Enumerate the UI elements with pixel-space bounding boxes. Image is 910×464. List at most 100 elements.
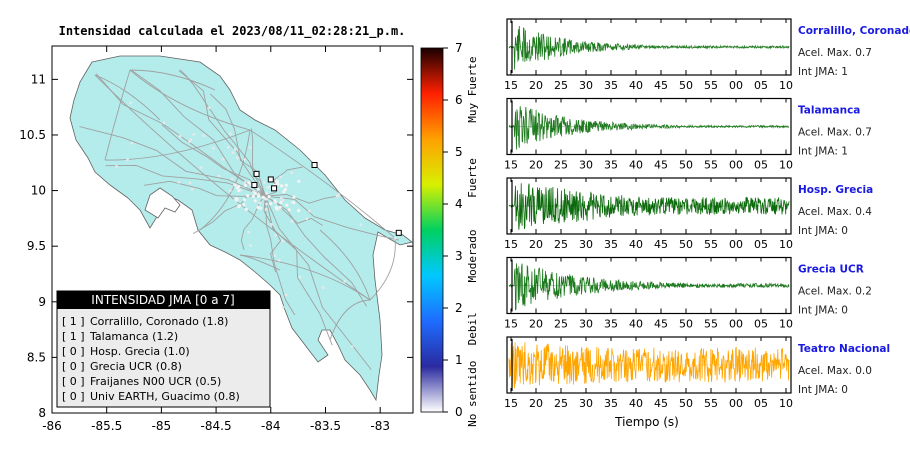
urban-point: [292, 195, 296, 199]
road-point: [321, 286, 325, 290]
jma-intensity: Int JMA: 1: [798, 66, 848, 78]
road-point: [281, 239, 285, 243]
waveform-tick-label: 25: [554, 318, 568, 331]
map-y-tick-label: 9.5: [27, 239, 46, 253]
jma-intensity: Int JMA: 0: [798, 225, 848, 237]
waveform-tick-label: 55: [704, 79, 718, 92]
road-line: [179, 69, 211, 111]
urban-point: [297, 209, 301, 213]
waveform-tick-label: 35: [604, 318, 618, 331]
road-line: [329, 299, 371, 341]
road-point: [257, 192, 260, 196]
waveform-tick-label: 35: [604, 238, 618, 251]
road-points: [115, 101, 397, 348]
road-point: [115, 165, 118, 168]
waveform-tick-label: 25: [554, 159, 568, 172]
station-marker: [311, 161, 318, 168]
waveform-tick-label: 00: [729, 79, 743, 92]
colorbar-label: Muy Fuerte: [466, 56, 479, 122]
urban-point: [251, 194, 255, 198]
urban-point: [273, 199, 277, 203]
waveform-tick-label: 10: [779, 238, 793, 251]
station-name: Corralillo, Coronado: [798, 25, 910, 37]
waveform-tick-label: 45: [654, 159, 668, 172]
urban-point: [233, 183, 237, 187]
road-point: [233, 147, 237, 151]
road-line: [265, 194, 337, 204]
waveform-tick-label: 45: [654, 318, 668, 331]
station-marker: [267, 176, 274, 183]
waveform-tick-label: 40: [629, 397, 643, 410]
waveform-tick-label: 25: [554, 79, 568, 92]
nicoya-gulf: [144, 187, 181, 219]
legend-entry-level: [ 1 ]: [62, 330, 85, 343]
waveform-tick-label: 50: [679, 159, 693, 172]
legend-entry-level: [ 0 ]: [62, 375, 85, 388]
waveform-frame: [506, 256, 792, 315]
colorbar-tick-label: 2: [455, 301, 463, 315]
station-name: Grecia UCR: [798, 264, 864, 276]
road-line: [79, 126, 266, 197]
waveform-tick-label: 10: [779, 79, 793, 92]
map-y-tick-label: 10: [31, 184, 46, 198]
map-x-tick-label: -85: [152, 419, 172, 433]
road-point: [280, 196, 283, 200]
colorbar-label: No sentido: [466, 361, 479, 427]
peak-acceleration: Acel. Max. 0.2: [798, 286, 872, 298]
map-title: Intensidad calculada el 2023/08/11_02:28…: [59, 24, 406, 39]
road-point: [279, 175, 283, 179]
waveform-tick-label: 20: [529, 238, 543, 251]
road-point: [236, 156, 240, 160]
urban-point: [257, 194, 261, 198]
legend-entries: [ 1 ] Corralillo, Coronado (1.8) [ 1 ] Tala…: [62, 315, 240, 403]
waveform-tick-label: 05: [754, 318, 768, 331]
road-point: [212, 146, 215, 150]
waveform-tick-label: 35: [604, 397, 618, 410]
urban-point: [274, 205, 278, 209]
waveform-tick-label: 10: [779, 318, 793, 331]
map-y-tick-label: 10.5: [19, 128, 46, 142]
road-line: [239, 254, 281, 271]
urban-point: [243, 198, 247, 202]
waveform-tick-label: 40: [629, 318, 643, 331]
waveform-tick-label: 30: [579, 159, 593, 172]
waveform-tick-label: 40: [629, 159, 643, 172]
waveform-panel: 15 20 25 30 35 40 45 50 55 00 05 10 Hosp. Grecia Acel…: [504, 177, 873, 251]
road-line: [94, 74, 371, 301]
road-point: [188, 140, 192, 143]
peak-acceleration: Acel. Max. 0.4: [798, 206, 872, 218]
station-name: Hosp. Grecia: [798, 184, 873, 196]
waveform-panel: 15 20 25 30 35 40 45 50 55 00 05 10 Corralillo, Coro…: [504, 18, 910, 92]
road-point: [162, 121, 166, 125]
waveform-trace: [508, 342, 790, 389]
station-marker: [253, 170, 260, 177]
urban-point: [287, 208, 291, 212]
colorbar-gradient: [420, 47, 444, 413]
urban-point: [244, 207, 248, 212]
map-x-tick-label: -86: [42, 419, 62, 433]
road-point: [129, 101, 133, 105]
road-point: [226, 145, 230, 149]
urban-point: [279, 200, 283, 204]
legend-entry-name: Hosp. Grecia (1.0): [90, 345, 190, 358]
waveform-tick-label: 25: [554, 397, 568, 410]
urban-point: [261, 195, 265, 199]
urban-point: [246, 194, 250, 198]
road-point: [278, 258, 281, 262]
legend-entry-level: [ 1 ]: [62, 315, 85, 328]
map-axes: -86 -85.5 -85 -84.5 -84 -83.5 -83 11 10.5 10 9.5 9 8…: [19, 46, 413, 433]
urban-point: [253, 191, 257, 195]
map-y-tick-label: 11: [31, 72, 46, 86]
waveform-tick-label: 50: [679, 238, 693, 251]
urban-point: [267, 195, 271, 199]
road-point: [177, 180, 181, 184]
map-x-tick-label: -84: [261, 419, 281, 433]
waveform-tick-label: 50: [679, 79, 693, 92]
road-point: [248, 146, 252, 149]
road-point: [265, 191, 269, 195]
road-point: [305, 217, 309, 221]
road-point: [298, 275, 302, 279]
colorbar-label: Debil: [466, 312, 479, 345]
waveform-tick-label: 15: [504, 318, 518, 331]
map-x-tick-label: -83: [370, 419, 390, 433]
